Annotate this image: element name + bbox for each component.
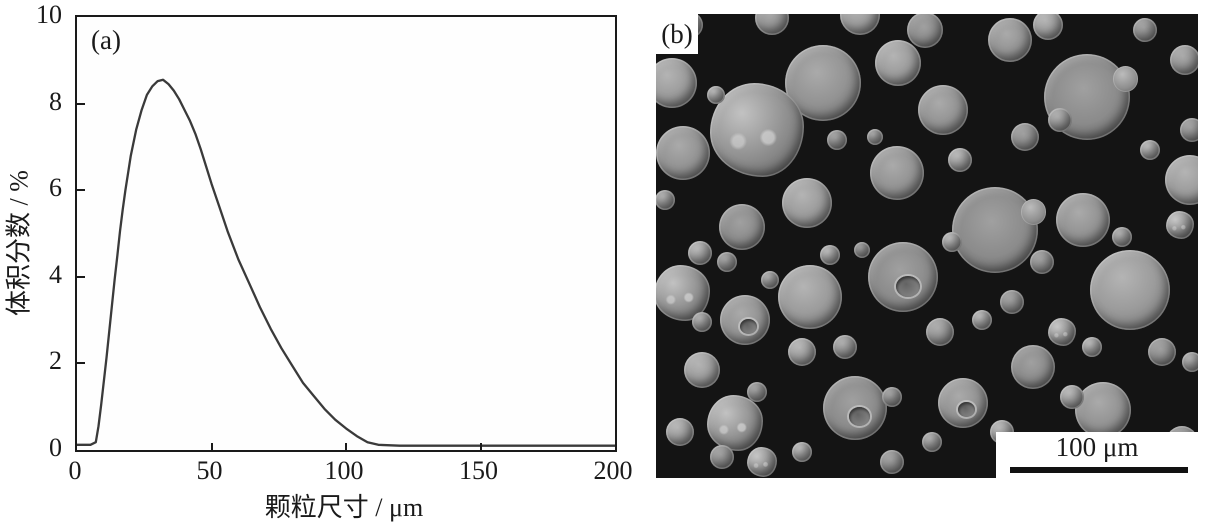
sem-particle xyxy=(1011,345,1056,390)
x-tick-label: 100 xyxy=(324,456,364,485)
sem-particle xyxy=(1011,122,1040,151)
sem-particle xyxy=(822,375,887,440)
panel-a-label: (a) xyxy=(91,25,121,55)
sem-particle xyxy=(921,431,942,452)
sem-particle xyxy=(707,394,764,451)
x-tick-label: 200 xyxy=(593,456,633,485)
panel-a: 体积分数 / % (a) 颗粒尺寸 / μm 0 50 100 150 200 0 2 4 6 8… xyxy=(5,0,633,523)
y-axis-tick xyxy=(77,102,85,105)
sem-particle xyxy=(1081,337,1102,358)
sem-particle xyxy=(665,418,694,447)
sem-particle xyxy=(1148,337,1177,366)
distribution-curve xyxy=(77,78,615,447)
x-axis-tick xyxy=(479,443,482,450)
sem-particle xyxy=(1075,381,1132,438)
sem-particle xyxy=(1166,211,1195,240)
sem-particle xyxy=(987,17,1032,62)
sem-particle xyxy=(717,251,737,272)
sem-particle xyxy=(839,14,880,35)
sem-particle xyxy=(754,14,789,36)
sem-particle xyxy=(709,83,804,177)
sem-particle xyxy=(926,317,954,346)
x-axis-tick xyxy=(345,443,347,450)
x-axis-tick xyxy=(210,443,213,450)
y-tick-label: 2 xyxy=(49,346,62,376)
sem-particle xyxy=(971,309,992,330)
sem-particle xyxy=(941,231,962,252)
sem-particle xyxy=(719,294,770,345)
sem-particle xyxy=(1090,250,1171,331)
sem-particle xyxy=(868,242,939,313)
x-tick-label: 0 xyxy=(68,456,82,485)
sem-particle xyxy=(1164,155,1198,206)
y-tick-label: 4 xyxy=(49,259,62,289)
sem-particle xyxy=(656,264,711,321)
x-tick-label: 150 xyxy=(459,456,498,485)
sem-particle xyxy=(684,351,721,388)
y-tick-label: 0 xyxy=(49,433,62,462)
y-axis-tick xyxy=(77,275,85,278)
sem-particle xyxy=(906,14,943,48)
y-tick-label: 6 xyxy=(49,173,62,203)
scale-bar-label: 100 μm xyxy=(1055,432,1139,462)
y-axis-tick xyxy=(77,362,85,365)
panel-b-sem-image: (b) 100 μm xyxy=(656,14,1198,478)
sem-particle xyxy=(1182,352,1198,372)
sem-particle xyxy=(948,148,973,173)
sem-particle xyxy=(656,190,676,211)
sem-particle xyxy=(1056,193,1111,248)
sem-particle xyxy=(656,58,698,109)
plot-area: (a) xyxy=(75,15,617,452)
sem-particle xyxy=(791,442,812,463)
sem-particle xyxy=(760,270,779,289)
sem-particle xyxy=(747,447,778,478)
sem-particle xyxy=(1180,118,1198,142)
sem-particle xyxy=(1139,139,1160,160)
sem-particle xyxy=(866,128,883,145)
x-axis-title: 颗粒尺寸 / μm xyxy=(264,493,424,522)
sem-particle xyxy=(819,244,840,265)
sem-particle xyxy=(918,85,969,136)
sem-particle xyxy=(853,242,870,259)
sem-particle xyxy=(692,312,713,333)
sem-particle xyxy=(719,203,766,250)
scale-bar-line xyxy=(1010,467,1188,473)
sem-particle xyxy=(746,382,767,403)
sem-particle xyxy=(1000,290,1025,315)
scale-bar: 100 μm xyxy=(996,432,1198,478)
sem-particle xyxy=(827,130,848,151)
sem-particle xyxy=(707,86,726,105)
sem-particle xyxy=(787,337,816,366)
sem-particle xyxy=(870,146,925,201)
sem-particle xyxy=(777,265,842,330)
y-tick-label: 8 xyxy=(49,86,62,116)
sem-particle xyxy=(687,240,712,265)
sem-particle xyxy=(951,187,1047,274)
sem-particle xyxy=(782,177,833,228)
sem-particle xyxy=(879,450,904,475)
sem-particle xyxy=(656,126,711,181)
sem-particle xyxy=(1047,317,1076,346)
curve-line xyxy=(77,78,615,447)
sem-particle xyxy=(1112,227,1133,248)
sem-particle xyxy=(710,445,735,470)
y-axis-tick xyxy=(77,189,85,192)
sem-particle xyxy=(1032,14,1063,41)
sem-particle xyxy=(1169,44,1198,75)
sem-particle xyxy=(833,335,858,360)
panel-b-label: (b) xyxy=(656,14,698,54)
sem-particle xyxy=(937,377,988,428)
sem-particle xyxy=(1029,249,1054,274)
sem-particle xyxy=(881,386,902,407)
sem-particle xyxy=(1132,17,1157,42)
sem-particle xyxy=(874,40,921,87)
y-tick-label: 10 xyxy=(36,0,62,29)
sem-particle xyxy=(1047,107,1072,132)
x-tick-label: 50 xyxy=(196,456,223,485)
sem-particle xyxy=(1060,384,1085,409)
